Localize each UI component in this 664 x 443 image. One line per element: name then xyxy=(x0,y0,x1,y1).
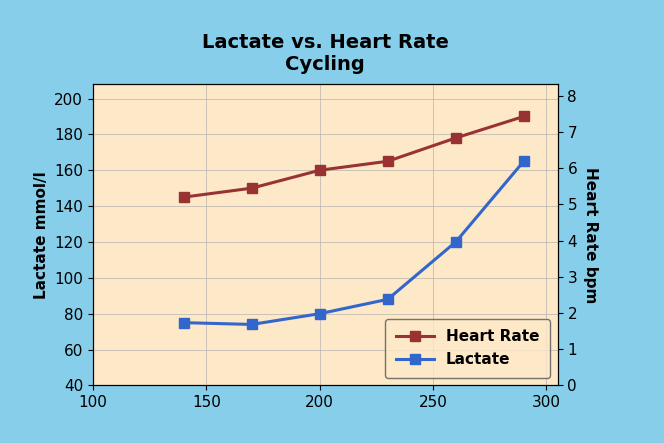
Heart Rate xyxy=(315,167,323,173)
Lactate xyxy=(520,159,528,164)
Heart Rate xyxy=(248,186,256,191)
Title: Lactate vs. Heart Rate
Cycling: Lactate vs. Heart Rate Cycling xyxy=(202,33,449,74)
Heart Rate xyxy=(520,114,528,119)
Lactate xyxy=(452,239,459,245)
Heart Rate xyxy=(180,194,188,200)
Y-axis label: Heart Rate bpm: Heart Rate bpm xyxy=(583,167,598,303)
Lactate xyxy=(384,297,392,302)
Heart Rate xyxy=(384,159,392,164)
Heart Rate xyxy=(452,135,459,140)
Lactate xyxy=(180,320,188,325)
Lactate xyxy=(248,322,256,327)
Legend: Heart Rate, Lactate: Heart Rate, Lactate xyxy=(385,319,550,378)
Line: Lactate: Lactate xyxy=(179,156,529,329)
Lactate xyxy=(315,311,323,316)
Y-axis label: Lactate mmol/l: Lactate mmol/l xyxy=(34,171,48,299)
Line: Heart Rate: Heart Rate xyxy=(179,112,529,202)
